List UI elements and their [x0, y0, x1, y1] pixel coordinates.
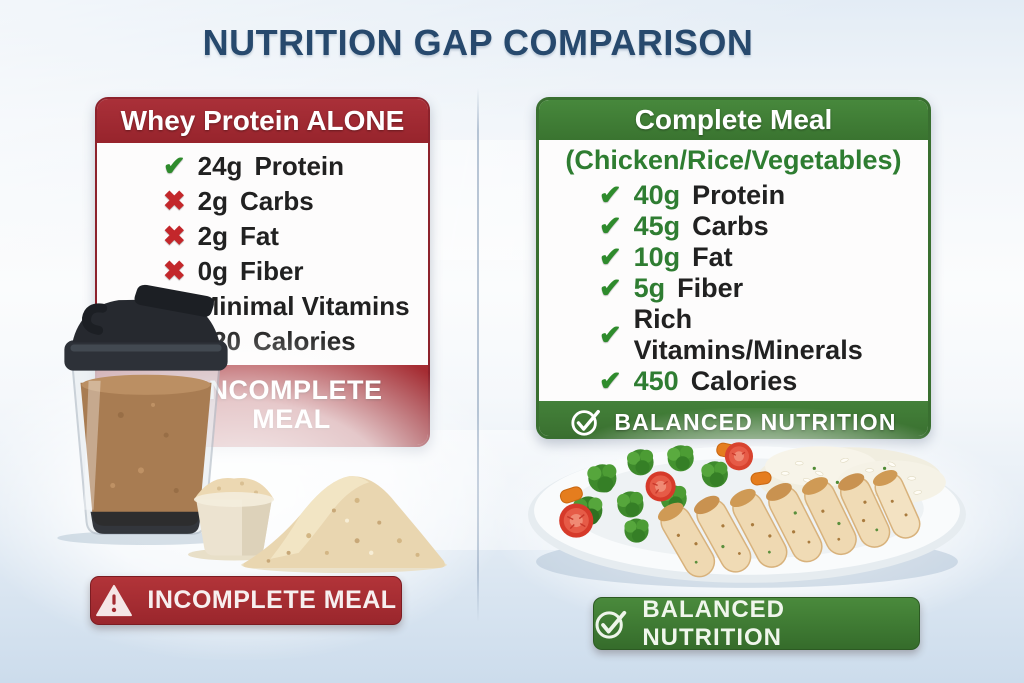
- list-item: ✔ 40g Protein: [539, 180, 928, 211]
- nutrient-amount: 450: [633, 366, 679, 396]
- list-item: ✔ Rich Vitamins/Minerals: [539, 304, 928, 366]
- nutrient-amount: 40g: [633, 180, 681, 210]
- cross-icon: ✖: [163, 256, 186, 286]
- meal-card-header: Complete Meal: [539, 100, 928, 140]
- page-title: NUTRITION GAP COMPARISON: [202, 22, 754, 63]
- nutrient-label: Fat: [239, 221, 279, 251]
- check-icon: ✔: [599, 366, 622, 396]
- nutrient-amount: 10g: [633, 242, 681, 272]
- center-divider: [477, 88, 479, 622]
- nutrient-label: Fiber: [239, 256, 304, 286]
- cross-icon: ✖: [163, 221, 186, 251]
- circled-check-icon: [595, 610, 627, 639]
- check-icon: ✔: [599, 319, 622, 350]
- check-icon: ✔: [599, 180, 622, 210]
- nutrient-amount: 2g: [197, 221, 228, 251]
- balanced-nutrition-badge: BALANCED NUTRITION: [593, 595, 920, 651]
- nutrient-amount: 24g: [197, 151, 243, 181]
- list-item: ✖ 2g Carbs: [97, 186, 428, 217]
- meal-nutrient-list: ✔ 40g Protein ✔ 45g Carbs ✔ 10g Fat ✔ 5g…: [539, 176, 928, 401]
- nutrient-amount: 2g: [197, 186, 228, 216]
- complete-meal-card: Complete Meal (Chicken/Rice/Vegetables) …: [536, 97, 931, 439]
- check-icon: ✔: [599, 211, 622, 241]
- incomplete-meal-badge: INCOMPLETE MEAL: [90, 576, 402, 625]
- list-item: ✔ 10g Fat: [539, 242, 928, 273]
- nutrient-label: Calories: [690, 366, 798, 396]
- cross-icon: ✖: [163, 186, 186, 216]
- nutrient-label: Minimal Vitamins: [197, 291, 410, 321]
- nutrient-amount: 0g: [197, 256, 228, 286]
- meal-card-subtitle: (Chicken/Rice/Vegetables): [565, 145, 902, 175]
- whey-card-header: Whey Protein ALONE: [97, 99, 428, 143]
- nutrient-label: Carbs: [239, 186, 314, 216]
- list-item: ✔ 5g Fiber: [539, 273, 928, 304]
- meal-plate-image: [528, 442, 966, 588]
- list-item: ✔ 450 Calories: [539, 366, 928, 397]
- nutrient-label: Protein: [692, 180, 786, 210]
- nutrient-amount: 45g: [633, 211, 681, 241]
- nutrient-label: Fiber: [677, 273, 744, 303]
- protein-powder-pile-image: [241, 476, 447, 573]
- badge-text: INCOMPLETE MEAL: [147, 586, 397, 614]
- list-item: ✖ 0g Fiber: [97, 256, 428, 287]
- nutrient-label: Carbs: [692, 211, 769, 241]
- nutrient-amount: 5g: [633, 273, 666, 303]
- check-icon: ✔: [163, 151, 186, 181]
- check-icon: ✔: [599, 242, 622, 272]
- nutrient-label: Protein: [254, 151, 345, 181]
- badge-text: BALANCED NUTRITION: [642, 595, 786, 651]
- list-item: ✖ 2g Fat: [97, 221, 428, 252]
- list-item: ✔ 45g Carbs: [539, 211, 928, 242]
- nutrient-label: Rich Vitamins/Minerals: [633, 304, 863, 365]
- nutrient-label: Fat: [692, 242, 733, 272]
- nutrient-label: Calories: [253, 326, 356, 356]
- warning-triangle-icon: [96, 584, 133, 616]
- check-icon: ✔: [599, 273, 622, 303]
- list-item: ✔ 24g Protein: [97, 151, 428, 182]
